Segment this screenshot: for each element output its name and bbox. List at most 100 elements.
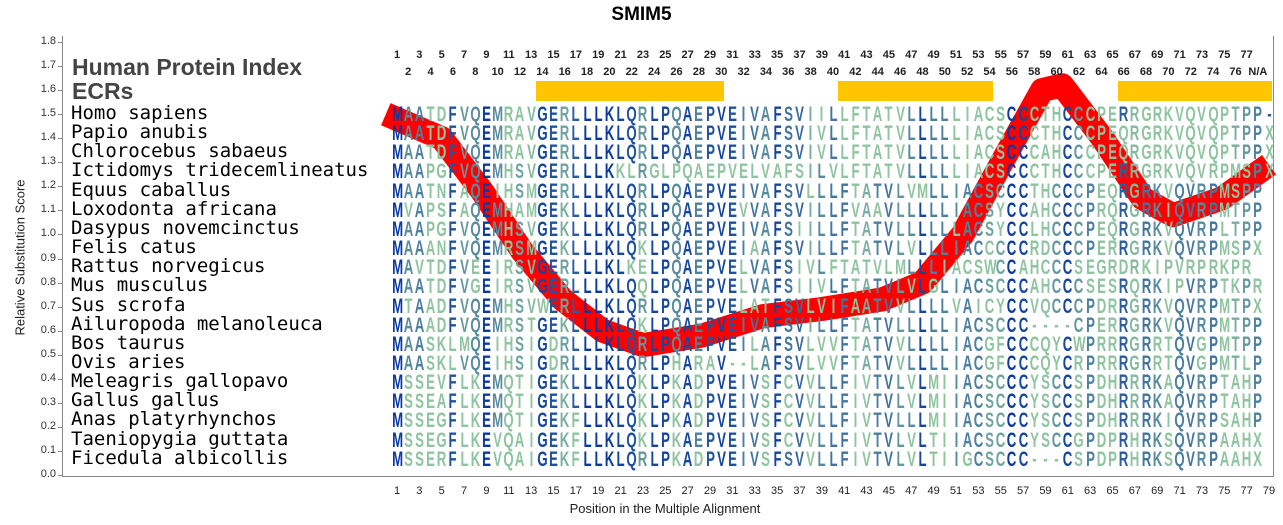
residue: G	[1140, 141, 1152, 165]
residue: E	[482, 160, 491, 184]
residue: M	[391, 237, 403, 261]
residue: V	[951, 294, 961, 318]
residue: R	[1118, 332, 1129, 356]
residue: Q	[682, 160, 693, 184]
y-tick-label: 0.9	[40, 251, 56, 264]
residue: A	[761, 237, 771, 261]
residue: S	[973, 256, 983, 280]
residue: P	[705, 179, 715, 203]
residue: R	[638, 122, 648, 146]
residue: P	[1208, 390, 1218, 414]
residue: K	[559, 428, 570, 452]
residue: Q	[1107, 217, 1118, 241]
residue: A	[1029, 198, 1040, 222]
residue: V	[850, 198, 860, 222]
residue: F	[448, 256, 457, 280]
residue: L	[907, 122, 916, 146]
residue: K	[436, 332, 447, 356]
residue: F	[448, 409, 457, 433]
residue: C	[1085, 141, 1095, 165]
residue: S	[1074, 409, 1084, 433]
residue: H	[1241, 447, 1252, 471]
residue: S	[515, 275, 525, 299]
species-name: Gallus gallus	[71, 389, 220, 412]
residue: R	[1197, 390, 1207, 414]
residue: M	[1218, 294, 1230, 318]
x-tick-label: 55	[994, 485, 1007, 497]
residue: G	[1129, 351, 1141, 375]
residue: G	[470, 275, 481, 299]
residue: Q	[470, 160, 481, 184]
residue: A	[694, 160, 704, 184]
residue: R	[559, 179, 570, 203]
residue: G	[1140, 160, 1152, 184]
top-index-even: 70	[1162, 66, 1175, 78]
residue: R	[1141, 371, 1151, 395]
residue: D	[694, 447, 704, 471]
residue: R	[559, 275, 570, 299]
species-name: Ficedula albicollis	[71, 446, 289, 469]
residue: L	[571, 122, 580, 146]
residue: C	[1018, 428, 1028, 452]
residue: L	[817, 390, 826, 414]
residue: C	[1063, 256, 1073, 280]
residue: A	[872, 122, 883, 146]
residue: C	[1007, 237, 1017, 261]
residue: P	[1208, 294, 1218, 318]
residue: T	[873, 294, 882, 318]
residue: I	[976, 294, 981, 318]
residue: I	[853, 428, 858, 452]
residue: A	[772, 160, 782, 184]
residue: P	[1208, 332, 1218, 356]
residue: I	[529, 351, 533, 375]
residue: V	[1186, 428, 1196, 452]
residue: M	[391, 332, 403, 356]
residue: Q	[671, 122, 682, 146]
top-index-even: 58	[1028, 66, 1041, 78]
residue: D	[694, 371, 704, 395]
residue: L	[918, 409, 927, 433]
residue: S	[403, 371, 413, 395]
residue: V	[795, 332, 804, 356]
residue: D	[436, 122, 447, 146]
residue: M	[1218, 179, 1230, 203]
residue: S	[985, 275, 994, 299]
residue: R	[504, 256, 514, 280]
residue: P	[1253, 103, 1263, 126]
residue: V	[716, 198, 726, 222]
residue: P	[1085, 294, 1095, 318]
residue: C	[1063, 103, 1073, 126]
residue: L	[929, 122, 938, 146]
x-tick-label: 13	[525, 485, 538, 497]
species-name: Ovis aries	[71, 350, 186, 373]
x-tick-label: 75	[1218, 485, 1231, 497]
residue: A	[861, 237, 872, 261]
residue: L	[750, 160, 759, 184]
residue: T	[1231, 103, 1240, 126]
residue: P	[660, 237, 670, 261]
residue: S	[1219, 409, 1229, 433]
y-tick-mark	[58, 475, 62, 476]
residue: V	[1186, 390, 1196, 414]
residue: E	[549, 141, 558, 165]
residue: L	[828, 428, 838, 452]
residue: L	[907, 217, 916, 241]
residue: M	[492, 141, 504, 165]
top-index-odd: 65	[1106, 49, 1119, 61]
residue: E	[482, 351, 491, 375]
residue: T	[862, 103, 871, 126]
residue: T	[1220, 371, 1229, 395]
residue: S	[515, 237, 525, 261]
residue: R	[504, 122, 514, 146]
y-tick-mark	[58, 378, 62, 380]
residue: S	[1041, 428, 1050, 452]
y-tick-label: 1.3	[40, 155, 56, 168]
residue: L	[940, 217, 949, 241]
residue: R	[559, 332, 570, 356]
residue: M	[391, 409, 403, 433]
residue: L	[571, 141, 580, 165]
residue: T	[851, 217, 860, 241]
residue: M	[391, 217, 403, 241]
residue: Q	[1185, 141, 1196, 165]
residue: V	[1175, 256, 1185, 280]
